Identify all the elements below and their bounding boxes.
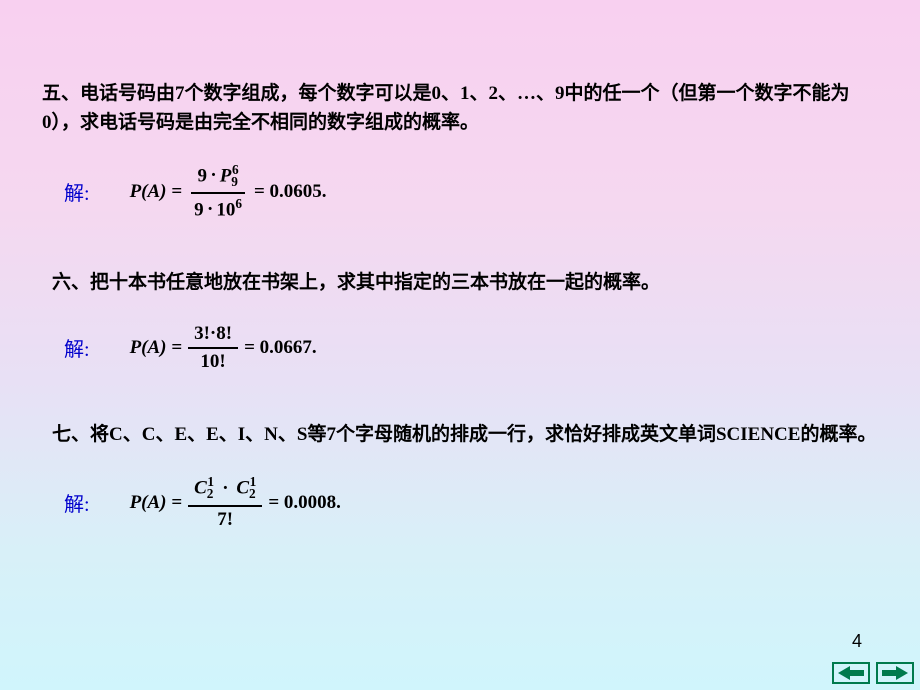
formula-6-fraction: 3!·8! 10! [188, 323, 238, 373]
navigation-controls [832, 662, 914, 684]
solution-label-6: 解: [64, 333, 90, 362]
formula-7: P(A) = C21 · C21 7! = 0.0008. [130, 474, 341, 530]
solution-label-5: 解: [64, 177, 90, 206]
formula-6-numerator: 3!·8! [188, 323, 238, 349]
formula-5-denominator: 9·106 [188, 194, 248, 221]
formula-5: P(A) = 9·P96 9·106 = 0.0605. [130, 162, 327, 221]
formula-5-lhs: P(A) = [130, 181, 183, 203]
formula-5-fraction: 9·P96 9·106 [188, 162, 248, 221]
slide-content: 五、电话号码由7个数字组成，每个数字可以是0、1、2、…、9中的任一个（但第一个… [0, 0, 920, 531]
formula-7-denominator: 7! [211, 507, 239, 531]
formula-5-numerator: 9·P96 [191, 162, 244, 194]
next-button[interactable] [876, 662, 914, 684]
prev-button[interactable] [832, 662, 870, 684]
formula-5-result: = 0.0605. [254, 181, 327, 203]
formula-7-fraction: C21 · C21 7! [188, 474, 262, 530]
prev-icon [838, 666, 864, 680]
formula-6-result: = 0.0667. [244, 337, 317, 359]
page-number: 4 [852, 631, 862, 652]
formula-7-numerator: C21 · C21 [188, 474, 262, 506]
solution-label-7: 解: [64, 488, 90, 517]
formula-6-denominator: 10! [194, 349, 231, 373]
problem-5-text: 五、电话号码由7个数字组成，每个数字可以是0、1、2、…、9中的任一个（但第一个… [42, 80, 878, 137]
problem-7-solution: 解: P(A) = C21 · C21 7! = 0.0008. [64, 474, 878, 530]
formula-6-lhs: P(A) = [130, 337, 183, 359]
problem-7-text: 七、将C、C、E、E、I、N、S等7个字母随机的排成一行，求恰好排成英文单词SC… [52, 421, 878, 450]
problem-6-solution: 解: P(A) = 3!·8! 10! = 0.0667. [64, 323, 878, 373]
next-icon [882, 666, 908, 680]
formula-7-lhs: P(A) = [130, 492, 183, 514]
formula-6: P(A) = 3!·8! 10! = 0.0667. [130, 323, 317, 373]
problem-5-solution: 解: P(A) = 9·P96 9·106 = 0.0605. [64, 162, 878, 221]
problem-6-text: 六、把十本书任意地放在书架上，求其中指定的三本书放在一起的概率。 [52, 269, 878, 298]
formula-7-result: = 0.0008. [268, 492, 341, 514]
